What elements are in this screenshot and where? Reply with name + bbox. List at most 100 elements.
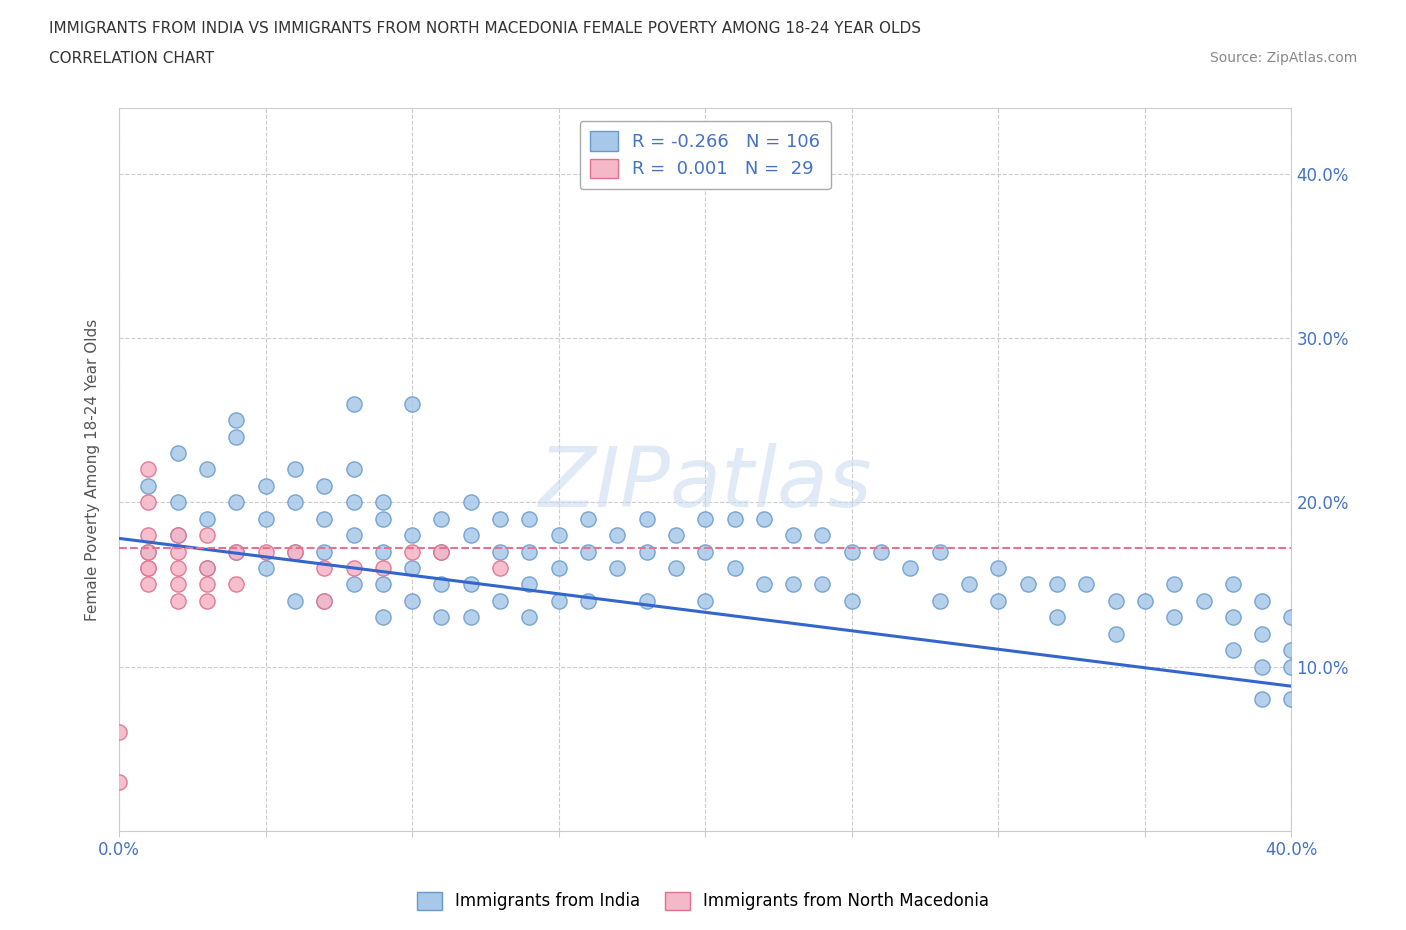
- Immigrants from India: [1133, 593, 1156, 608]
- Immigrants from North Macedonia: [195, 577, 218, 591]
- Immigrants from India: [1076, 577, 1098, 591]
- Immigrants from North Macedonia: [371, 561, 394, 576]
- Immigrants from India: [841, 544, 863, 559]
- Immigrants from India: [284, 593, 307, 608]
- Immigrants from India: [1163, 577, 1185, 591]
- Immigrants from India: [371, 577, 394, 591]
- Immigrants from India: [723, 512, 745, 526]
- Immigrants from India: [166, 445, 188, 460]
- Immigrants from India: [460, 527, 482, 542]
- Immigrants from India: [987, 561, 1010, 576]
- Immigrants from India: [576, 544, 599, 559]
- Immigrants from India: [314, 544, 336, 559]
- Immigrants from India: [284, 462, 307, 477]
- Immigrants from India: [1251, 659, 1274, 674]
- Immigrants from India: [636, 512, 658, 526]
- Immigrants from India: [636, 593, 658, 608]
- Immigrants from India: [430, 544, 453, 559]
- Immigrants from India: [519, 610, 541, 625]
- Immigrants from North Macedonia: [225, 544, 247, 559]
- Immigrants from India: [841, 593, 863, 608]
- Immigrants from India: [606, 527, 628, 542]
- Immigrants from India: [695, 593, 717, 608]
- Immigrants from India: [195, 561, 218, 576]
- Immigrants from North Macedonia: [195, 593, 218, 608]
- Immigrants from India: [489, 593, 512, 608]
- Immigrants from North Macedonia: [166, 544, 188, 559]
- Immigrants from India: [489, 544, 512, 559]
- Immigrants from North Macedonia: [108, 774, 131, 789]
- Immigrants from North Macedonia: [138, 462, 160, 477]
- Immigrants from India: [547, 561, 569, 576]
- Text: CORRELATION CHART: CORRELATION CHART: [49, 51, 214, 66]
- Immigrants from India: [225, 495, 247, 510]
- Text: IMMIGRANTS FROM INDIA VS IMMIGRANTS FROM NORTH MACEDONIA FEMALE POVERTY AMONG 18: IMMIGRANTS FROM INDIA VS IMMIGRANTS FROM…: [49, 21, 921, 36]
- Immigrants from India: [138, 544, 160, 559]
- Immigrants from India: [401, 593, 423, 608]
- Immigrants from North Macedonia: [342, 561, 364, 576]
- Immigrants from North Macedonia: [225, 577, 247, 591]
- Immigrants from India: [254, 561, 277, 576]
- Immigrants from India: [1251, 626, 1274, 641]
- Immigrants from India: [1192, 593, 1215, 608]
- Immigrants from North Macedonia: [166, 593, 188, 608]
- Immigrants from India: [752, 512, 775, 526]
- Immigrants from India: [1222, 643, 1244, 658]
- Immigrants from North Macedonia: [138, 577, 160, 591]
- Immigrants from North Macedonia: [195, 561, 218, 576]
- Immigrants from India: [636, 544, 658, 559]
- Immigrants from India: [138, 478, 160, 493]
- Immigrants from North Macedonia: [138, 495, 160, 510]
- Immigrants from India: [342, 527, 364, 542]
- Immigrants from India: [870, 544, 893, 559]
- Immigrants from India: [1017, 577, 1039, 591]
- Immigrants from India: [782, 577, 804, 591]
- Immigrants from India: [460, 610, 482, 625]
- Immigrants from India: [928, 593, 950, 608]
- Legend: R = -0.266   N = 106, R =  0.001   N =  29: R = -0.266 N = 106, R = 0.001 N = 29: [579, 121, 831, 190]
- Immigrants from India: [314, 478, 336, 493]
- Immigrants from India: [254, 478, 277, 493]
- Immigrants from India: [166, 495, 188, 510]
- Immigrants from India: [371, 512, 394, 526]
- Immigrants from India: [401, 561, 423, 576]
- Immigrants from India: [576, 593, 599, 608]
- Immigrants from India: [225, 413, 247, 428]
- Immigrants from India: [195, 512, 218, 526]
- Text: Source: ZipAtlas.com: Source: ZipAtlas.com: [1209, 51, 1357, 65]
- Immigrants from India: [342, 495, 364, 510]
- Immigrants from India: [547, 593, 569, 608]
- Immigrants from India: [225, 429, 247, 444]
- Immigrants from India: [519, 512, 541, 526]
- Immigrants from India: [401, 527, 423, 542]
- Immigrants from India: [371, 495, 394, 510]
- Immigrants from North Macedonia: [314, 561, 336, 576]
- Immigrants from India: [1281, 643, 1303, 658]
- Immigrants from North Macedonia: [138, 527, 160, 542]
- Immigrants from North Macedonia: [489, 561, 512, 576]
- Immigrants from India: [1046, 577, 1069, 591]
- Immigrants from India: [987, 593, 1010, 608]
- Immigrants from North Macedonia: [195, 527, 218, 542]
- Immigrants from North Macedonia: [254, 544, 277, 559]
- Immigrants from India: [371, 610, 394, 625]
- Immigrants from India: [195, 462, 218, 477]
- Immigrants from India: [1163, 610, 1185, 625]
- Immigrants from India: [519, 544, 541, 559]
- Immigrants from India: [489, 512, 512, 526]
- Immigrants from India: [723, 561, 745, 576]
- Immigrants from India: [342, 577, 364, 591]
- Immigrants from India: [1251, 593, 1274, 608]
- Immigrants from India: [460, 495, 482, 510]
- Immigrants from India: [606, 561, 628, 576]
- Immigrants from North Macedonia: [314, 593, 336, 608]
- Immigrants from India: [695, 544, 717, 559]
- Immigrants from North Macedonia: [138, 544, 160, 559]
- Immigrants from India: [430, 512, 453, 526]
- Immigrants from India: [1251, 692, 1274, 707]
- Immigrants from India: [1222, 577, 1244, 591]
- Immigrants from North Macedonia: [430, 544, 453, 559]
- Immigrants from India: [314, 593, 336, 608]
- Immigrants from India: [284, 495, 307, 510]
- Immigrants from India: [401, 396, 423, 411]
